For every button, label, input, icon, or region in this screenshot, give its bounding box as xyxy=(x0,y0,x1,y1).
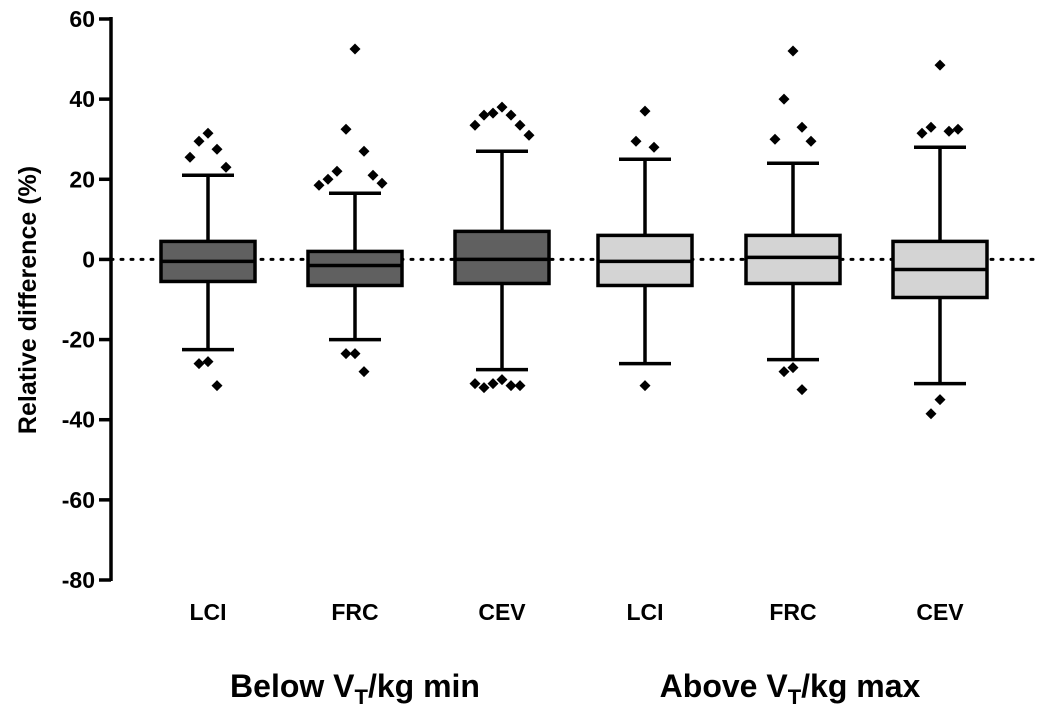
y-tick-label: -20 xyxy=(62,327,95,353)
outlier-point xyxy=(925,408,937,420)
outlier-point xyxy=(331,165,343,177)
outlier-point xyxy=(787,45,799,57)
outlier-point xyxy=(505,380,517,392)
outlier-point xyxy=(916,127,928,139)
outlier-point xyxy=(505,109,517,121)
outlier-point xyxy=(478,382,490,394)
iqr-box xyxy=(744,233,842,286)
box-cev-group1 xyxy=(891,59,989,420)
y-tick-label: 60 xyxy=(69,6,95,32)
category-label: CEV xyxy=(478,599,526,625)
outlier-point xyxy=(639,380,651,392)
iqr-box xyxy=(453,229,551,286)
outlier-point xyxy=(184,151,196,163)
iqr-box xyxy=(306,249,404,288)
outlier-point xyxy=(778,93,790,105)
outlier-point xyxy=(211,380,223,392)
outlier-point xyxy=(487,378,499,390)
y-tick-label: 0 xyxy=(82,246,95,272)
outlier-point xyxy=(358,145,370,157)
category-label: CEV xyxy=(916,599,964,625)
box-cev-group0 xyxy=(453,101,551,394)
outlier-point xyxy=(639,105,651,117)
outlier-point xyxy=(478,109,490,121)
outlier-point xyxy=(376,177,388,189)
outlier-point xyxy=(925,121,937,133)
category-label: LCI xyxy=(626,599,663,625)
box-lci-group1 xyxy=(596,105,694,392)
outlier-point xyxy=(469,378,481,390)
outlier-point xyxy=(934,59,946,71)
outlier-point xyxy=(943,125,955,137)
outlier-point xyxy=(787,362,799,374)
outlier-point xyxy=(322,173,334,185)
y-tick-label: 40 xyxy=(69,86,95,112)
y-axis-title: Relative difference (%) xyxy=(14,166,42,434)
outlier-point xyxy=(523,129,535,141)
y-tick-label: -40 xyxy=(62,407,95,433)
outlier-point xyxy=(778,366,790,378)
y-axis: 60 40 20 0 -20 -40 -60 -80 xyxy=(62,6,113,593)
outlier-point xyxy=(367,169,379,181)
outlier-point xyxy=(630,135,642,147)
group-labels: Below VT/kg min Above VT/kg max xyxy=(230,668,921,704)
group-label-1: Above VT/kg max xyxy=(660,668,921,704)
outlier-point xyxy=(796,121,808,133)
category-label: FRC xyxy=(331,599,378,625)
outlier-point xyxy=(358,366,370,378)
outlier-point xyxy=(193,358,205,370)
outlier-point xyxy=(496,101,508,113)
box-frc-group1 xyxy=(744,45,842,396)
outlier-point xyxy=(496,374,508,386)
outlier-point xyxy=(805,135,817,147)
outlier-point xyxy=(487,107,499,119)
outlier-point xyxy=(202,356,214,368)
box-lci-group0 xyxy=(159,127,257,392)
y-tick-label: -60 xyxy=(62,487,95,513)
outlier-point xyxy=(349,348,361,360)
outlier-point xyxy=(648,141,660,153)
outlier-point xyxy=(340,348,352,360)
outlier-point xyxy=(220,161,232,173)
outlier-point xyxy=(514,380,526,392)
outlier-point xyxy=(769,133,781,145)
outlier-point xyxy=(952,123,964,135)
group-label-0: Below VT/kg min xyxy=(230,668,480,704)
box-frc-group0 xyxy=(306,43,404,378)
category-labels: LCI FRC CEV LCI FRC CEV xyxy=(189,599,964,625)
y-tick-label: -80 xyxy=(62,567,95,593)
outlier-point xyxy=(313,179,325,191)
outlier-point xyxy=(934,394,946,406)
outlier-point xyxy=(349,43,361,55)
outlier-point xyxy=(211,143,223,155)
outlier-point xyxy=(202,127,214,139)
boxes-layer xyxy=(159,43,989,420)
outlier-point xyxy=(796,384,808,396)
category-label: FRC xyxy=(769,599,816,625)
outlier-point xyxy=(514,119,526,131)
outlier-point xyxy=(469,119,481,131)
outlier-point xyxy=(340,123,352,135)
outlier-point xyxy=(193,135,205,147)
y-tick-label: 20 xyxy=(69,166,95,192)
category-label: LCI xyxy=(189,599,226,625)
